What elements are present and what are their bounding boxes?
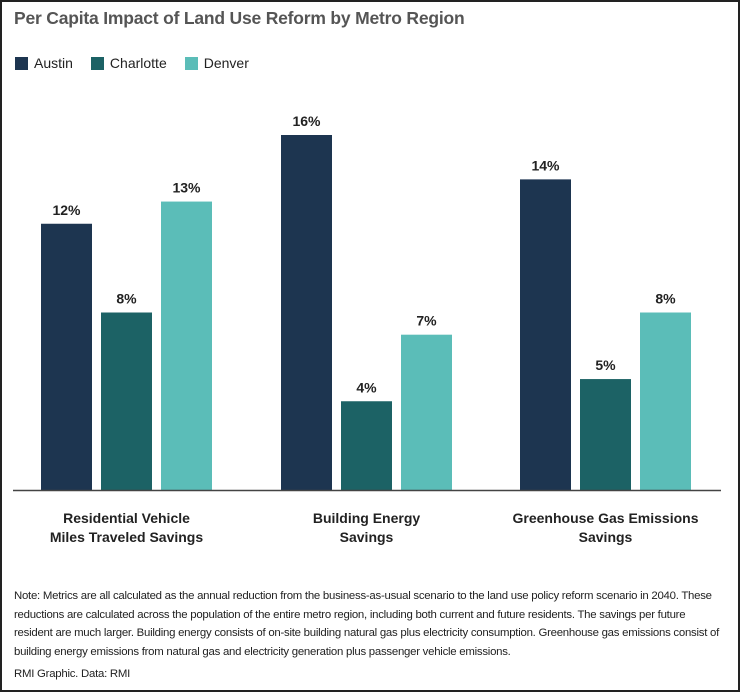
legend-label: Charlotte <box>109 55 167 71</box>
category-label: Greenhouse Gas Emissions <box>513 510 699 526</box>
bar-austin <box>41 223 92 490</box>
data-label: 13% <box>172 180 201 196</box>
legend-label: Austin <box>34 55 73 71</box>
data-label: 12% <box>52 202 81 218</box>
credit: RMI Graphic. Data: RMI <box>14 668 131 680</box>
bar-denver <box>401 334 452 490</box>
bar-austin <box>281 135 332 490</box>
legend-item-charlotte: Charlotte <box>90 55 167 71</box>
bar-austin <box>520 179 571 490</box>
data-label: 5% <box>595 357 616 373</box>
legend-label: Denver <box>203 55 249 71</box>
data-label: 7% <box>416 313 437 329</box>
category-label: Residential Vehicle <box>63 510 190 526</box>
legend-swatch <box>184 56 198 70</box>
category-label: Savings <box>579 529 633 545</box>
category-label: Building Energy <box>313 510 421 526</box>
data-label: 4% <box>356 379 377 395</box>
category-label: Miles Traveled Savings <box>50 529 204 545</box>
legend-swatch <box>90 56 104 70</box>
bar-charlotte <box>341 401 392 490</box>
legend-item-denver: Denver <box>184 55 249 71</box>
legend-item-austin: Austin <box>15 55 73 71</box>
bar-denver <box>640 312 691 490</box>
footnote: Note: Metrics are all calculated as the … <box>14 590 720 658</box>
data-label: 16% <box>292 113 321 129</box>
legend-swatch <box>15 56 28 70</box>
category-label: Savings <box>340 529 394 545</box>
data-label: 8% <box>655 291 676 307</box>
bar-charlotte <box>580 379 631 490</box>
bar-charlotte <box>101 312 152 490</box>
data-label: 8% <box>116 291 137 307</box>
chart-title: Per Capita Impact of Land Use Reform by … <box>14 8 465 28</box>
legend: Austin Charlotte Denver <box>15 55 249 71</box>
bar-denver <box>161 201 212 490</box>
data-label: 14% <box>531 157 560 173</box>
